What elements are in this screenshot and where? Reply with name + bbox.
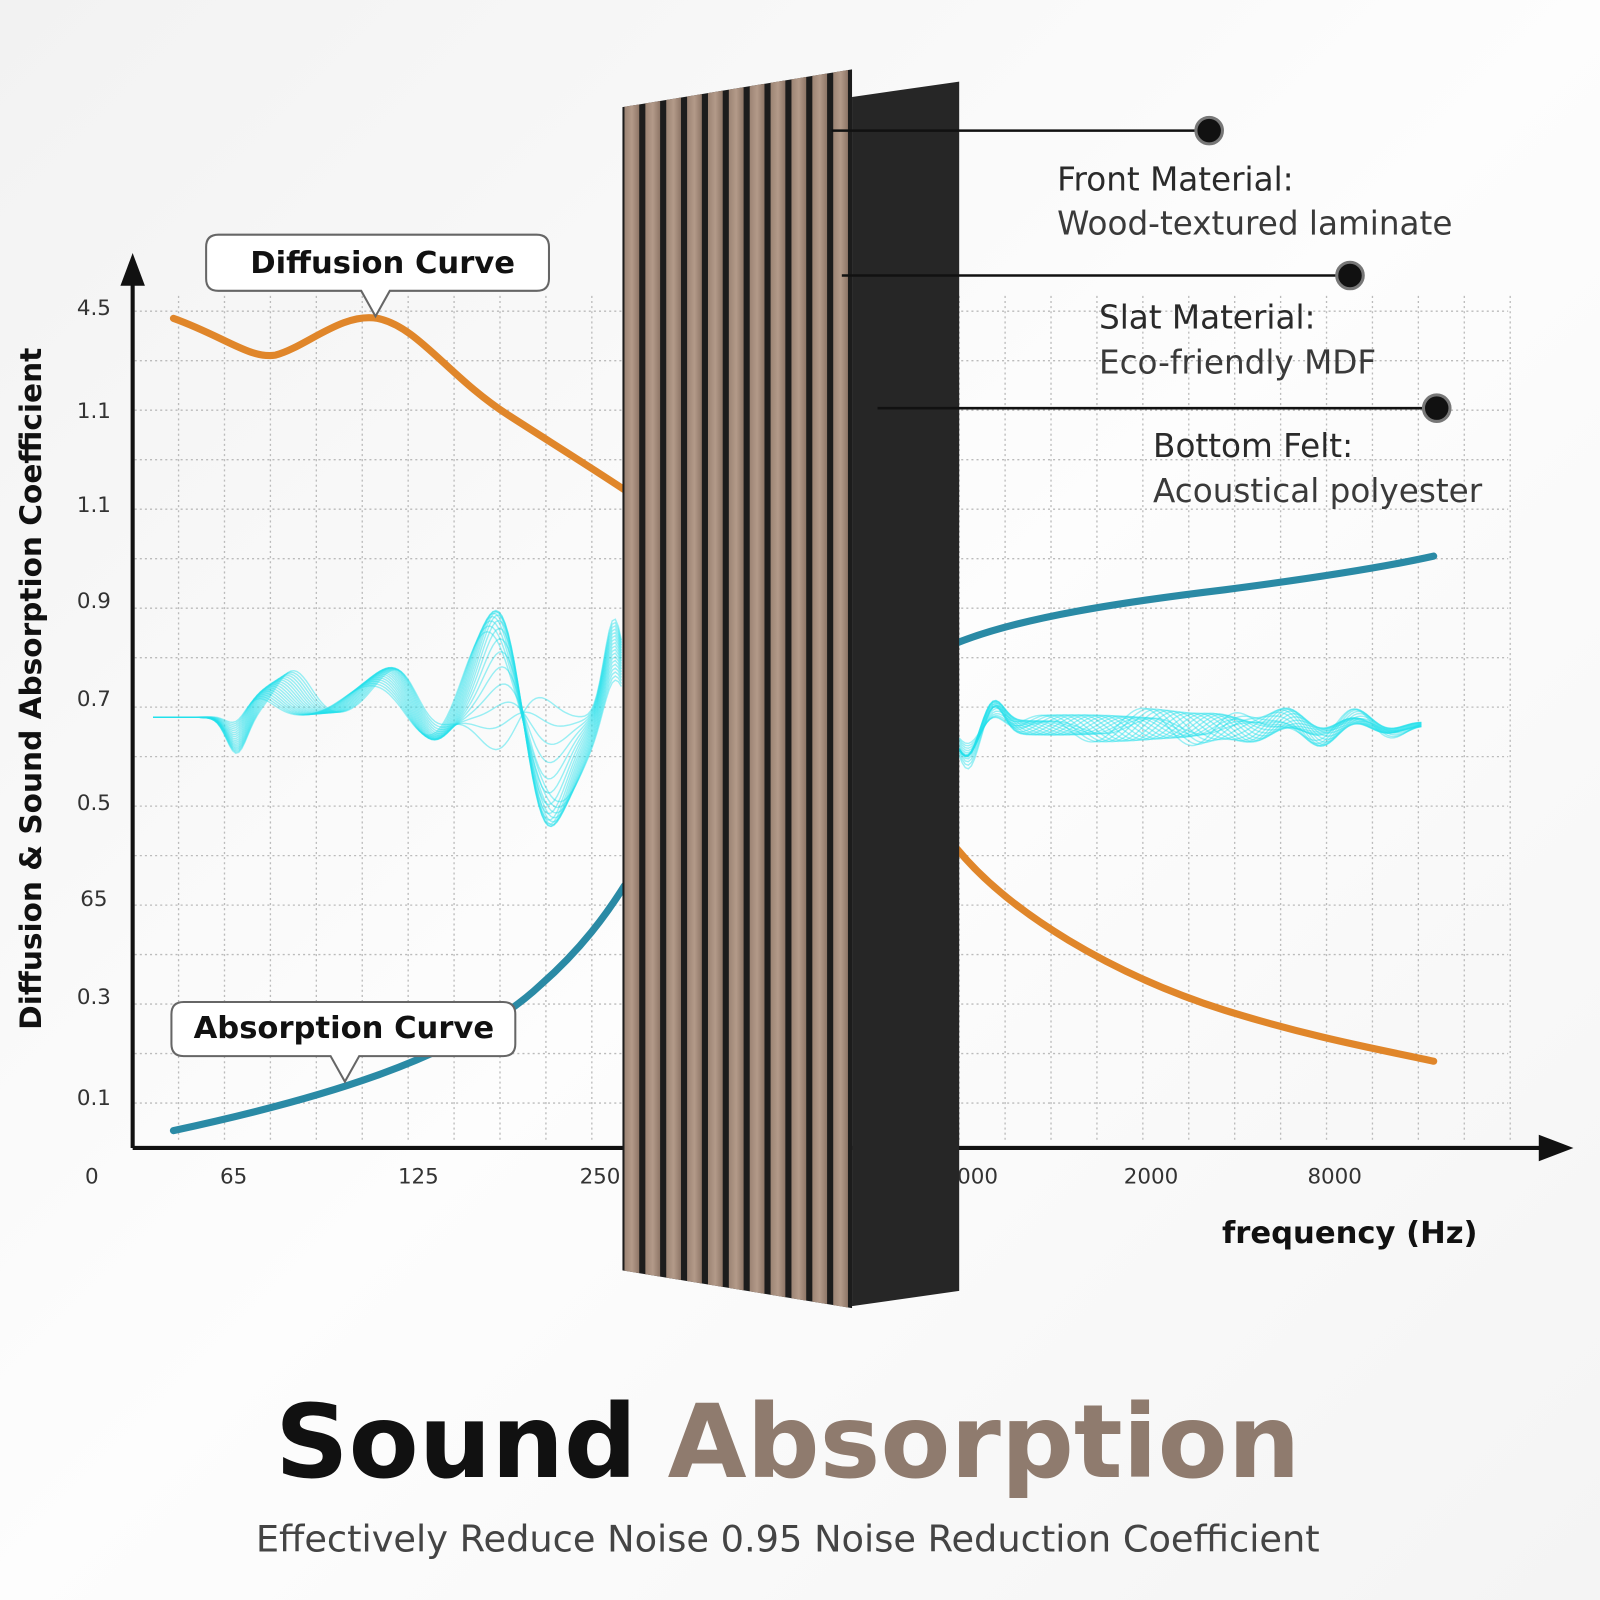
title-dark: Sound <box>275 1383 637 1502</box>
wave-line <box>958 704 1422 770</box>
material-desc: Acoustical polyester <box>1153 472 1483 510</box>
y-tick-label: 4.5 <box>77 296 111 321</box>
wave-line <box>958 704 1422 757</box>
wave-line <box>153 611 623 828</box>
wave-line <box>958 702 1422 757</box>
callout-box <box>170 1001 517 1084</box>
wave-line <box>153 634 623 794</box>
subtitle: Effectively Reduce Noise 0.95 Noise Redu… <box>256 1517 1320 1560</box>
wave-line <box>153 618 623 754</box>
callout-box <box>205 233 550 319</box>
wave-line <box>958 699 1422 757</box>
wave-line <box>958 716 1422 747</box>
wave-line <box>958 705 1422 767</box>
y-axis-label: Diffusion & Sound Absorption Coefficient <box>14 348 48 1030</box>
absorption-callout: Absorption Curve <box>170 1001 517 1084</box>
wave-line <box>153 630 623 803</box>
material-name: Front Material: <box>1057 161 1294 199</box>
felt-panel <box>852 81 960 1307</box>
wave-line <box>958 714 1422 750</box>
title-accent: Absorption <box>668 1383 1301 1502</box>
wave-line <box>958 707 1422 756</box>
callout-text: Absorption Curve <box>194 1011 495 1046</box>
slat <box>749 83 765 1294</box>
wave-line <box>153 631 623 780</box>
wave-line <box>153 620 623 814</box>
wave-line <box>153 621 623 753</box>
y-tick-label: 0.5 <box>77 791 111 816</box>
wave-line <box>153 609 623 828</box>
slat <box>687 94 702 1284</box>
diffusion-curve <box>169 314 629 494</box>
slat <box>707 90 723 1287</box>
absorption-curve <box>953 552 1438 647</box>
x-tick-label: 125 <box>398 1165 439 1190</box>
x-axis-label: frequency (Hz) <box>1222 1216 1478 1251</box>
leader-dot <box>1335 260 1365 291</box>
wave <box>153 609 1422 828</box>
wave-line <box>958 699 1422 757</box>
diffusion-curve <box>953 845 1438 1065</box>
wave-line <box>153 614 623 825</box>
wave-line <box>958 710 1422 754</box>
material-desc: Eco-friendly MDF <box>1099 343 1376 381</box>
wave-line <box>153 619 623 821</box>
wave-line <box>153 615 623 819</box>
wave-line <box>153 612 623 823</box>
leader-dot <box>1194 115 1224 146</box>
slat <box>833 70 848 1308</box>
title: Sound Absorption <box>275 1383 1300 1502</box>
y-tick-label: 0.9 <box>77 589 111 614</box>
wave-line <box>958 706 1422 763</box>
wave-line <box>958 705 1422 760</box>
wave-line <box>958 716 1422 745</box>
x-tick-label: 65 <box>220 1165 247 1190</box>
y-tick-label: 0.7 <box>77 687 111 712</box>
y-tick-label: 0.1 <box>77 1086 111 1111</box>
callout-text: Diffusion Curve <box>250 246 515 281</box>
x-tick-label: 250 <box>580 1165 621 1190</box>
x-tick-label: 0 <box>85 1165 99 1190</box>
slat <box>728 87 744 1291</box>
slat <box>645 100 661 1277</box>
y-tick-label: 1.1 <box>77 493 111 518</box>
x-tick-label: 000 <box>957 1165 998 1190</box>
wave-line <box>153 627 623 815</box>
slats <box>622 69 853 1309</box>
wave-line <box>153 625 623 809</box>
y-tick-label: 0.3 <box>77 985 111 1010</box>
slat <box>770 80 786 1298</box>
leader-dot <box>1421 393 1452 423</box>
wave-line <box>958 702 1422 757</box>
leader-lines <box>831 115 1452 423</box>
y-tick-label: 65 <box>80 887 107 912</box>
wave-line <box>153 610 623 826</box>
wave-line <box>958 712 1422 752</box>
y-tick-label: 1.1 <box>77 399 111 424</box>
y-ticks: 4.5 1.1 1.1 0.9 0.7 0.5 65 0.3 0.1 <box>77 296 111 1111</box>
x-tick-label: 8000 <box>1307 1165 1361 1190</box>
wave-line <box>958 700 1422 757</box>
material-desc: Wood-textured laminate <box>1057 205 1452 243</box>
wave-line <box>958 703 1422 758</box>
x-tick-label: 2000 <box>1124 1165 1178 1190</box>
slat <box>791 76 807 1301</box>
y-arrow <box>120 253 145 286</box>
slat <box>666 97 681 1281</box>
wave-line <box>958 700 1422 758</box>
material-name: Slat Material: <box>1099 298 1316 336</box>
wave-line <box>153 628 623 764</box>
x-ticks: 0 65 125 250 000 2000 8000 <box>85 1165 1362 1190</box>
slat <box>624 104 640 1274</box>
wave-line <box>153 624 623 752</box>
x-arrow <box>1538 1134 1574 1162</box>
wave-line <box>153 638 623 806</box>
diffusion-callout: Diffusion Curve <box>205 233 550 319</box>
slat <box>812 73 828 1305</box>
material-name: Bottom Felt: <box>1153 427 1353 465</box>
